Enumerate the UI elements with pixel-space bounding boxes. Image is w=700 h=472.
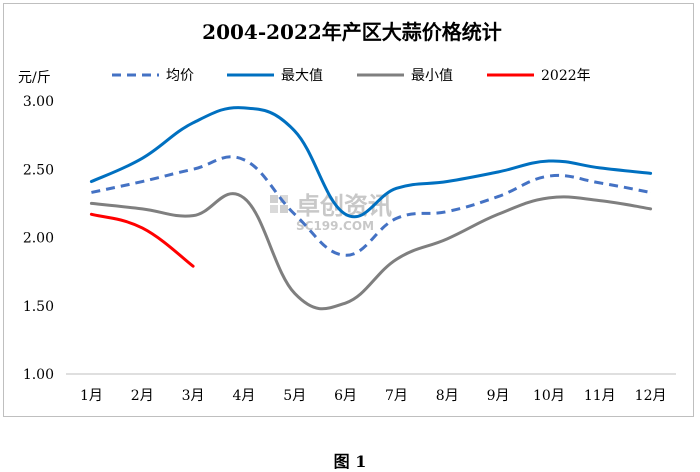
y-tick-label: 3.00 bbox=[23, 94, 54, 110]
x-tick-label: 11月 bbox=[584, 388, 616, 404]
chart-legend: 均价 最大值 最小值 2022年 bbox=[112, 68, 591, 84]
watermark-logo-cell bbox=[270, 205, 278, 213]
x-tick-label: 12月 bbox=[635, 388, 667, 404]
axis-layer: 1.00 1.50 2.00 2.50 3.00 1月 2月 3月 4月 5月 6月 7月 8月 9月 10… bbox=[23, 94, 676, 404]
y-tick-label: 2.00 bbox=[23, 231, 54, 247]
series-line-2022 bbox=[91, 214, 193, 266]
watermark-text-en: SC199.COM bbox=[296, 219, 374, 233]
y-tick-label: 1.00 bbox=[23, 367, 54, 383]
chart-title: 2004-2022年产区大蒜价格统计 bbox=[202, 20, 502, 44]
legend-label: 最大值 bbox=[281, 68, 323, 84]
figure-caption: 图 1 bbox=[0, 448, 700, 472]
series-layer bbox=[91, 108, 650, 309]
watermark-text-cn: 卓创资讯 bbox=[296, 192, 392, 220]
x-tick-label: 8月 bbox=[436, 388, 459, 404]
x-tick-label: 5月 bbox=[283, 388, 306, 404]
x-tick-label: 9月 bbox=[487, 388, 510, 404]
y-axis-unit-label: 元/斤 bbox=[18, 70, 51, 86]
watermark-logo-cell bbox=[280, 205, 288, 213]
x-tick-label: 3月 bbox=[182, 388, 205, 404]
y-tick-label: 1.50 bbox=[23, 299, 54, 315]
legend-label: 2022年 bbox=[541, 68, 591, 84]
x-tick-label: 1月 bbox=[80, 388, 103, 404]
legend-label: 最小值 bbox=[411, 68, 453, 84]
watermark-logo-cell bbox=[270, 195, 278, 203]
y-tick-label: 2.50 bbox=[23, 162, 54, 178]
x-tick-label: 4月 bbox=[232, 388, 255, 404]
x-tick-label: 10月 bbox=[533, 388, 565, 404]
legend-label: 均价 bbox=[166, 68, 194, 84]
x-tick-label: 6月 bbox=[334, 388, 357, 404]
chart-canvas: 2004-2022年产区大蒜价格统计 元/斤 卓创资讯 SC199.COM 1.… bbox=[0, 0, 700, 440]
x-tick-label: 2月 bbox=[131, 388, 154, 404]
x-tick-label: 7月 bbox=[385, 388, 408, 404]
